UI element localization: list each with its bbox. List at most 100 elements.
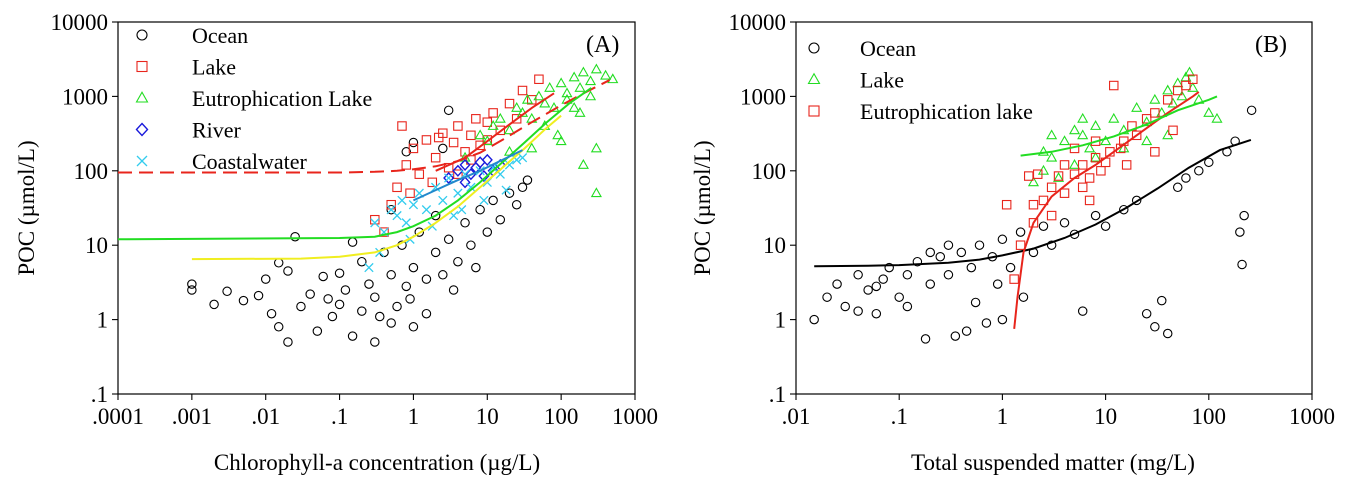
data-point [408, 262, 419, 273]
data-point [401, 281, 412, 292]
data-point [488, 195, 498, 206]
data-point [1156, 295, 1167, 306]
fit-line [435, 92, 555, 172]
data-point [1150, 322, 1160, 332]
data-point [504, 160, 515, 170]
fit-line [814, 138, 1252, 268]
data-point [238, 295, 249, 306]
data-point [1203, 106, 1215, 117]
data-point [481, 153, 493, 167]
data-point [1172, 182, 1183, 193]
data-point [1172, 85, 1183, 96]
data-point [526, 142, 538, 153]
data-point [539, 97, 551, 108]
data-point [574, 106, 586, 117]
data-point [568, 71, 580, 82]
data-point [1032, 169, 1043, 179]
legend-label: Lake [860, 68, 904, 93]
data-point [1084, 142, 1096, 153]
data-point [438, 143, 448, 154]
data-point [1015, 227, 1026, 237]
data-point [607, 73, 619, 84]
data-point [533, 90, 545, 101]
data-point [495, 125, 506, 136]
data-point [1168, 125, 1178, 136]
legend-marker [808, 105, 820, 117]
data-point [552, 129, 564, 140]
legend-label: Ocean [860, 36, 916, 61]
data-point [364, 279, 374, 289]
series-eutrophication-lake [459, 63, 619, 198]
data-point [894, 292, 904, 302]
data-point [453, 256, 463, 267]
fit-line [117, 87, 592, 241]
data-point [809, 314, 819, 325]
data-point [1141, 135, 1153, 146]
x-tick-label: 10 [476, 404, 499, 429]
data-point [397, 195, 407, 206]
data-point [460, 147, 470, 157]
data-point [370, 292, 380, 302]
data-point [334, 299, 345, 310]
data-point [871, 281, 882, 292]
data-point [459, 176, 471, 189]
data-point [266, 308, 277, 319]
data-point [1188, 74, 1198, 85]
data-point [1046, 182, 1057, 193]
panel-label: (B) [1255, 32, 1287, 58]
data-point [487, 120, 499, 130]
data-point [370, 337, 380, 347]
data-point [1090, 151, 1102, 162]
data-point [375, 311, 385, 322]
data-point [1096, 166, 1106, 176]
data-point [1027, 176, 1040, 187]
y-axis-label: POC (µmol/L) [14, 140, 39, 275]
data-point [475, 140, 485, 151]
data-point [1077, 129, 1089, 140]
data-point [460, 218, 470, 228]
data-point [822, 292, 832, 302]
data-point [1235, 227, 1245, 237]
data-point [340, 285, 351, 295]
data-point [853, 270, 863, 280]
data-point [1090, 210, 1101, 221]
data-point [504, 188, 515, 198]
data-point [401, 218, 411, 228]
data-point [466, 182, 476, 192]
fit-line [1013, 91, 1200, 330]
data-point [1239, 210, 1249, 221]
data-point [950, 331, 961, 341]
data-point [427, 177, 438, 188]
y-tick-label: 10000 [729, 10, 787, 35]
data-point [466, 130, 476, 141]
series-coastalwater [364, 153, 528, 273]
plot-frame [795, 21, 1313, 395]
data-point [453, 188, 463, 198]
data-point [401, 160, 412, 170]
data-point [590, 63, 602, 74]
data-point [475, 204, 485, 215]
data-point [408, 322, 419, 332]
legend-marker [135, 91, 149, 103]
data-point [1090, 152, 1101, 163]
data-point [283, 337, 293, 347]
legend-marker [808, 42, 820, 54]
data-point [1176, 90, 1188, 101]
data-point [1058, 135, 1071, 146]
x-tick-label: 10 [1094, 404, 1117, 429]
data-point [495, 214, 506, 225]
data-point [1068, 158, 1081, 169]
y-tick-label: 1000 [62, 84, 108, 109]
data-point [871, 308, 882, 319]
data-point [452, 164, 464, 177]
data-point [1204, 157, 1214, 168]
data-point [517, 182, 528, 193]
data-point [482, 227, 493, 237]
x-tick-label: .0001 [92, 404, 144, 429]
data-point [935, 251, 946, 262]
data-point [370, 214, 380, 225]
data-point [1181, 80, 1191, 91]
plot-frame [117, 21, 636, 395]
data-point [1115, 143, 1126, 154]
